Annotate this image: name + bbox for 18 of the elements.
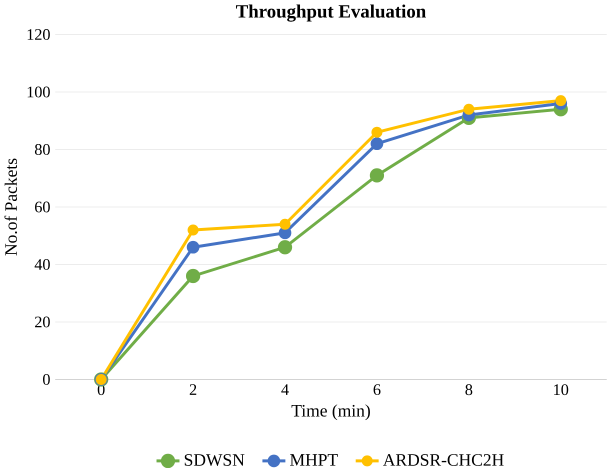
- y-tick-label: 20: [35, 316, 50, 328]
- legend-label: MHPT: [290, 454, 338, 466]
- y-tick-label: 120: [28, 29, 50, 40]
- x-tick-label: 10: [554, 384, 568, 396]
- y-tick-label: 0: [43, 374, 50, 385]
- x-tick-label: 4: [281, 384, 289, 395]
- chart-title: Throughput Evaluation: [236, 4, 426, 22]
- x-axis-title: Time (min): [292, 404, 370, 420]
- legend-label: ARDSR-CHC2H: [383, 454, 504, 466]
- y-axis-title: No.of Packets: [4, 158, 18, 256]
- x-tick-label: 6: [374, 384, 380, 396]
- y-tick-label: 40: [34, 259, 50, 270]
- y-tick-label: 80: [34, 144, 50, 155]
- legend-label: SDWSN: [184, 454, 244, 466]
- x-tick-label: 2: [190, 384, 196, 395]
- x-tick-label: 8: [465, 384, 472, 396]
- y-tick-label: 100: [28, 86, 50, 98]
- y-tick-label: 60: [35, 202, 50, 212]
